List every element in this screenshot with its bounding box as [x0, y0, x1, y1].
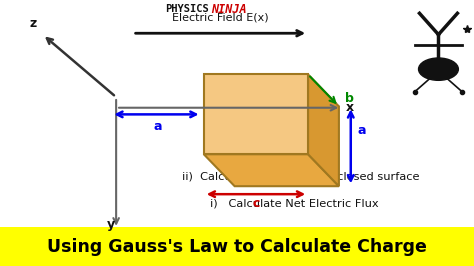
Text: Electric Field E(x): Electric Field E(x) [172, 12, 269, 22]
Circle shape [419, 58, 458, 80]
Polygon shape [204, 154, 339, 186]
Polygon shape [204, 74, 308, 154]
Text: i)   Calculate Net Electric Flux: i) Calculate Net Electric Flux [210, 198, 378, 209]
Text: a: a [358, 124, 366, 137]
Text: b: b [345, 92, 354, 105]
Text: y: y [107, 218, 116, 231]
Text: a: a [154, 120, 162, 133]
Text: PHYSICS: PHYSICS [165, 4, 209, 14]
Polygon shape [308, 74, 339, 186]
Text: x: x [346, 101, 354, 114]
Text: z: z [29, 18, 37, 30]
Text: c: c [252, 197, 260, 210]
Text: Using Gauss's Law to Calculate Charge: Using Gauss's Law to Calculate Charge [47, 238, 427, 256]
Text: ii)  Calculate charge inside closed surface: ii) Calculate charge inside closed surfa… [182, 172, 420, 182]
Text: NINJA: NINJA [211, 3, 246, 16]
FancyBboxPatch shape [0, 227, 474, 266]
